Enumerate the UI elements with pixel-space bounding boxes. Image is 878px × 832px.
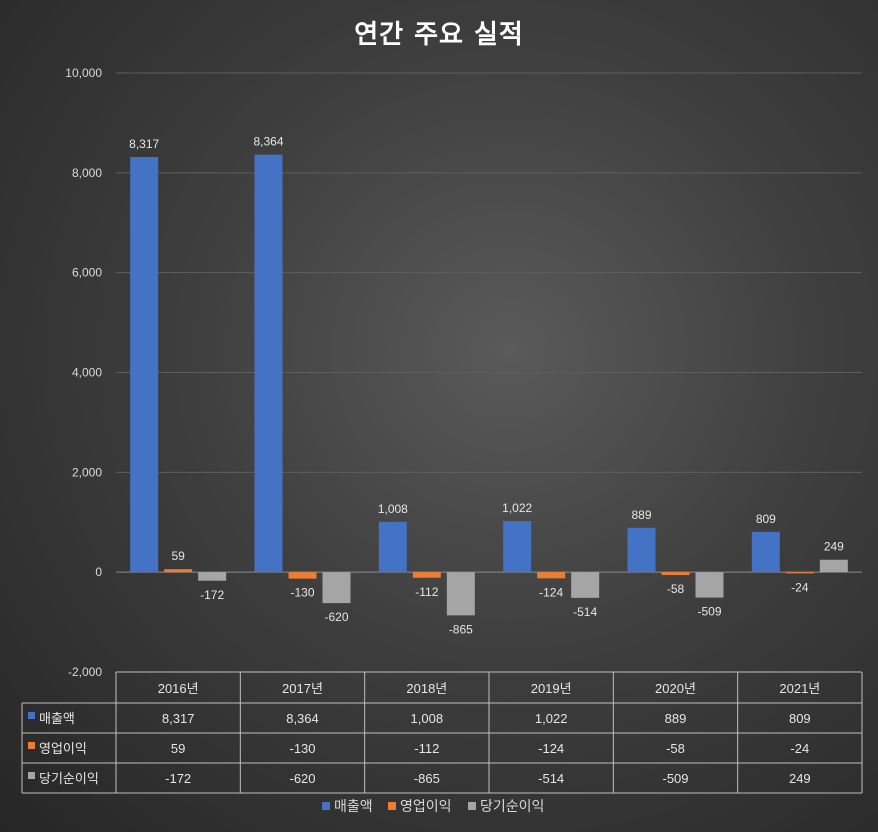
data-label: 1,008	[378, 502, 408, 516]
bar	[627, 527, 656, 573]
table-cell: -130	[289, 741, 315, 756]
data-label: -112	[415, 585, 438, 599]
table-row-header: 영업이익	[39, 741, 87, 756]
table-cell: 1,022	[535, 711, 568, 726]
table-cell: 8,364	[286, 711, 319, 726]
data-label: -514	[573, 605, 597, 619]
chart-title: 연간 주요 실적	[354, 20, 524, 50]
legend-label: 매출액	[334, 799, 373, 815]
legend-swatch	[468, 802, 476, 810]
table-row-header: 당기순이익	[39, 771, 99, 786]
bar	[378, 521, 407, 573]
y-tick-label: -2,000	[68, 665, 102, 679]
bar	[785, 572, 814, 574]
bar	[198, 572, 227, 581]
bar	[661, 572, 690, 576]
data-label: -620	[324, 610, 348, 624]
data-label: -24	[791, 580, 809, 594]
bar	[446, 572, 475, 616]
table-row-header: 매출액	[39, 711, 75, 726]
table-header-cell: 2018년	[406, 681, 447, 696]
table-legend-key	[28, 742, 35, 749]
data-label: -865	[449, 622, 473, 636]
bar	[819, 559, 848, 573]
table-cell: -24	[790, 741, 809, 756]
data-label: 59	[171, 549, 185, 563]
table-cell: 59	[171, 741, 185, 756]
table-legend-key	[28, 712, 35, 719]
bar	[537, 572, 566, 579]
bar	[751, 531, 780, 573]
data-label: -58	[667, 582, 685, 596]
bar	[412, 572, 441, 578]
data-label: 809	[756, 512, 776, 526]
y-tick-label: 10,000	[65, 66, 102, 80]
y-tick-label: 8,000	[72, 166, 102, 180]
table-cell: -509	[662, 771, 688, 786]
bar	[130, 157, 159, 573]
table-cell: -58	[666, 741, 685, 756]
data-label: 889	[631, 508, 651, 522]
data-label: 1,022	[502, 501, 532, 515]
table-cell: -124	[538, 741, 564, 756]
legend-swatch	[322, 802, 330, 810]
bar	[288, 572, 317, 579]
table-header-cell: 2020년	[655, 681, 696, 696]
y-tick-label: 0	[95, 565, 102, 579]
table-header-cell: 2016년	[158, 681, 199, 696]
table-cell: -514	[538, 771, 564, 786]
data-label: 8,364	[253, 135, 283, 149]
table-cell: 889	[665, 711, 687, 726]
bar	[571, 572, 600, 598]
data-label: -124	[539, 585, 563, 599]
legend-label: 영업이익	[400, 799, 452, 815]
bar	[322, 572, 351, 604]
table-cell: 8,317	[162, 711, 195, 726]
bar	[164, 569, 193, 573]
table-header-cell: 2019년	[531, 681, 572, 696]
table-cell: 809	[789, 711, 811, 726]
table-cell: -620	[289, 771, 315, 786]
y-tick-label: 4,000	[72, 366, 102, 380]
table-header-cell: 2017년	[282, 681, 323, 696]
table-cell: 249	[789, 771, 811, 786]
y-tick-label: 2,000	[72, 465, 102, 479]
data-label: 249	[824, 540, 844, 554]
table-cell: -865	[414, 771, 440, 786]
table-cell: 1,008	[411, 711, 444, 726]
bar	[503, 521, 532, 573]
bar	[695, 572, 724, 598]
table-legend-key	[28, 772, 35, 779]
y-tick-label: 6,000	[72, 266, 102, 280]
table-cell: -112	[414, 741, 439, 756]
table-cell: -172	[165, 771, 191, 786]
data-label: -130	[290, 586, 314, 600]
legend-label: 당기순이익	[480, 799, 544, 815]
bar	[254, 154, 283, 573]
table-header-cell: 2021년	[779, 681, 820, 696]
legend-swatch	[388, 802, 396, 810]
data-label: 8,317	[129, 137, 159, 151]
data-label: -172	[200, 588, 224, 602]
data-label: -509	[697, 605, 721, 619]
